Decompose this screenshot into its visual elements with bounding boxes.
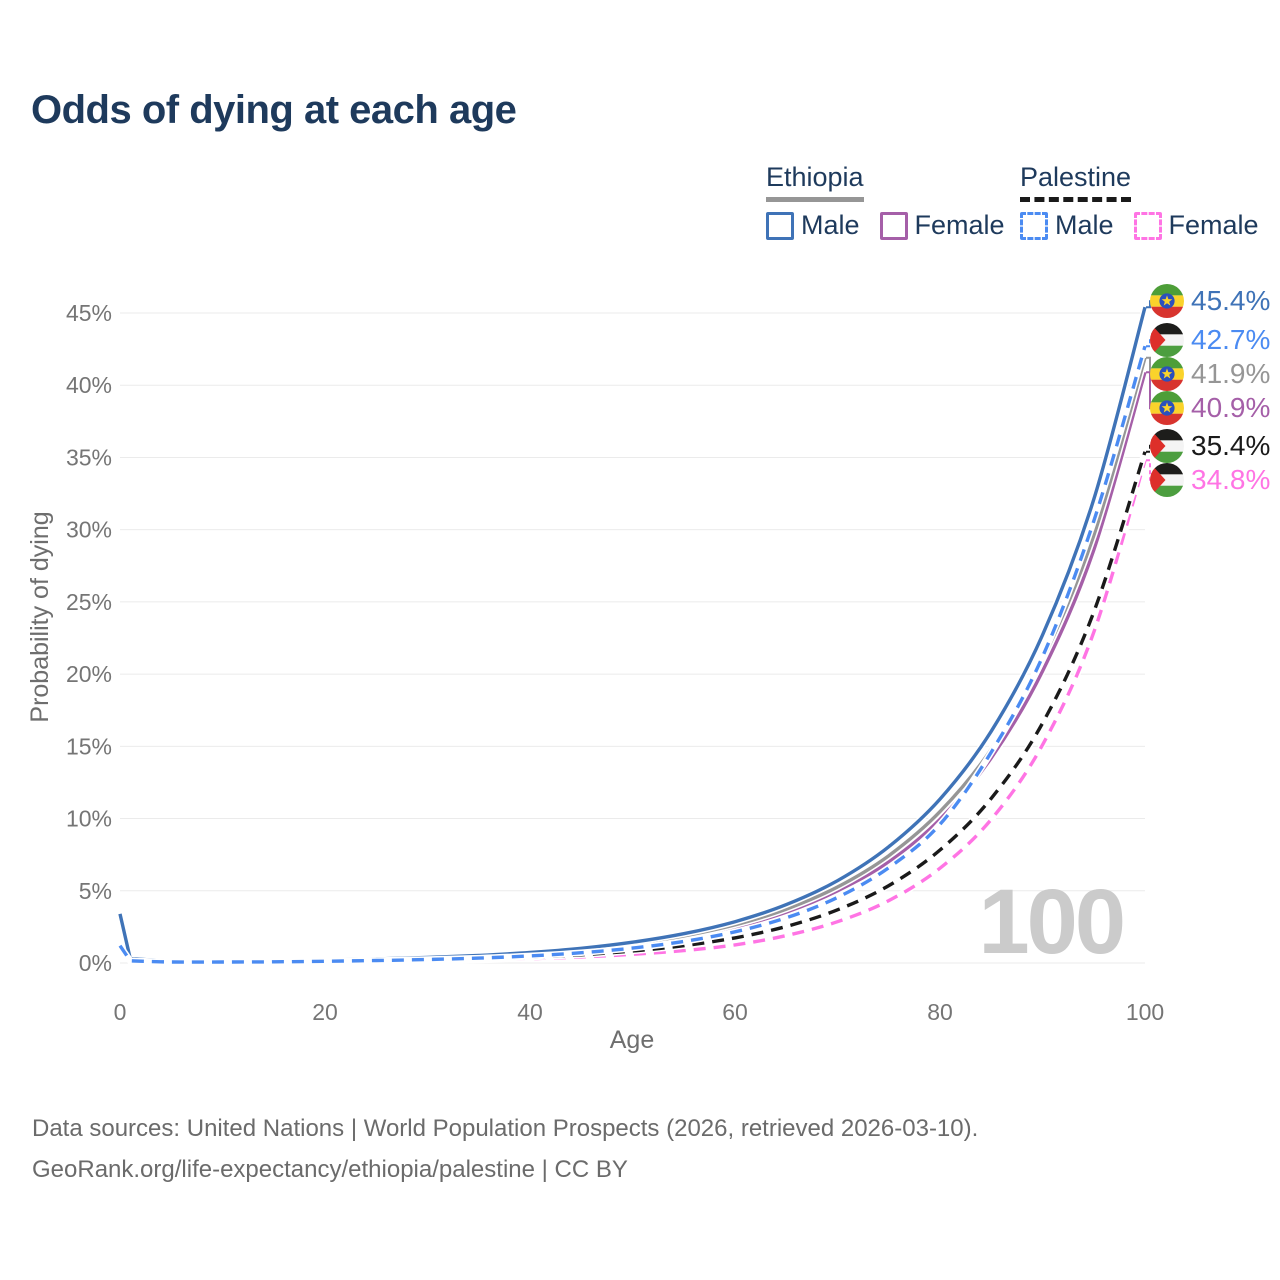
footer: Data sources: United Nations | World Pop… bbox=[32, 1108, 978, 1190]
end-label-value: 42.7% bbox=[1191, 324, 1271, 356]
legend-label-female: Female bbox=[1168, 210, 1259, 240]
data-sources-text: Data sources: United Nations | World Pop… bbox=[32, 1115, 979, 1142]
y-tick-label: 20% bbox=[66, 661, 112, 687]
x-axis-title: Age bbox=[610, 1026, 654, 1054]
end-label-value: 35.4% bbox=[1191, 429, 1271, 461]
series-line-ethiopia-male bbox=[118, 306, 1147, 964]
y-tick-label: 0% bbox=[79, 950, 112, 976]
attribution-text: GeoRank.org/life-expectancy/ethiopia/pal… bbox=[32, 1156, 628, 1183]
end-label-palestine-female: 34.8% bbox=[1150, 462, 1271, 497]
y-tick-label: 10% bbox=[66, 806, 112, 832]
legend-item-ethiopia-male[interactable]: Male bbox=[766, 210, 860, 241]
legend-label-female: Female bbox=[914, 210, 1005, 240]
age-watermark: 100 bbox=[979, 871, 1124, 973]
gridlines bbox=[120, 312, 1145, 964]
end-label-value: 41.9% bbox=[1191, 358, 1271, 390]
ethiopia-male-swatch-icon[interactable] bbox=[766, 211, 794, 240]
ethiopia-flag-icon bbox=[1150, 391, 1184, 426]
palestine-male-swatch-icon[interactable] bbox=[1020, 211, 1048, 240]
y-tick-label: 35% bbox=[66, 444, 112, 470]
palestine-flag-icon bbox=[1150, 323, 1184, 358]
x-axis-ticks: 0 20 40 60 80 100 bbox=[114, 999, 1165, 1025]
ethiopia-flag-icon bbox=[1150, 357, 1184, 392]
ethiopia-flag-icon bbox=[1150, 284, 1184, 319]
x-tick-label: 0 bbox=[114, 999, 127, 1025]
legend-item-palestine-female[interactable]: Female bbox=[1133, 210, 1259, 241]
y-tick-label: 40% bbox=[66, 372, 112, 398]
end-label-palestine-male: 42.7% bbox=[1150, 323, 1271, 358]
legend-label-male: Male bbox=[1055, 210, 1114, 240]
legend-item-palestine-male[interactable]: Male bbox=[1020, 210, 1114, 241]
y-tick-label: 25% bbox=[66, 589, 112, 615]
y-axis-ticks: 0% 5% 10% 15% 20% 25% 30% 35% 40% 45% bbox=[66, 300, 112, 976]
x-tick-label: 60 bbox=[722, 999, 748, 1025]
x-tick-label: 100 bbox=[1126, 999, 1164, 1025]
palestine-flag-icon bbox=[1150, 462, 1184, 497]
legend-country-ethiopia: Ethiopia bbox=[766, 162, 864, 202]
x-tick-label: 20 bbox=[312, 999, 338, 1025]
legend-label-male: Male bbox=[801, 210, 860, 240]
line-casing bbox=[117, 345, 1149, 966]
page-title: Odds of dying at each age bbox=[31, 88, 517, 132]
end-label-value: 34.8% bbox=[1191, 463, 1271, 495]
end-label-ethiopia-female: 40.9% bbox=[1150, 391, 1271, 426]
end-label-value: 40.9% bbox=[1191, 392, 1271, 424]
legend-country-palestine: Palestine bbox=[1020, 162, 1132, 202]
x-tick-label: 40 bbox=[517, 999, 543, 1025]
y-tick-label: 30% bbox=[66, 517, 112, 543]
y-tick-label: 45% bbox=[66, 300, 112, 326]
y-tick-label: 15% bbox=[66, 733, 112, 759]
series-lines bbox=[116, 306, 1149, 966]
line-casing bbox=[116, 306, 1149, 965]
y-tick-label: 5% bbox=[79, 878, 112, 904]
end-label-ethiopia-both-sexes: 41.9% bbox=[1150, 357, 1271, 392]
ethiopia-female-swatch-icon[interactable] bbox=[879, 211, 908, 240]
series-line-palestine-male bbox=[118, 345, 1147, 964]
end-label-palestine-both-sexes: 35.4% bbox=[1150, 428, 1271, 463]
palestine-flag-icon bbox=[1150, 428, 1184, 463]
x-tick-label: 80 bbox=[927, 999, 953, 1025]
palestine-female-swatch-icon[interactable] bbox=[1133, 211, 1162, 240]
legend-group-palestine: Palestine Male Female bbox=[1020, 162, 1259, 241]
legend-item-ethiopia-female[interactable]: Female bbox=[879, 210, 1005, 241]
end-label-value: 45.4% bbox=[1191, 285, 1271, 317]
y-axis-title: Probability of dying bbox=[26, 511, 54, 722]
legend-group-ethiopia: Ethiopia Male Female bbox=[766, 162, 1005, 241]
end-label-ethiopia-male: 45.4% bbox=[1150, 284, 1271, 319]
